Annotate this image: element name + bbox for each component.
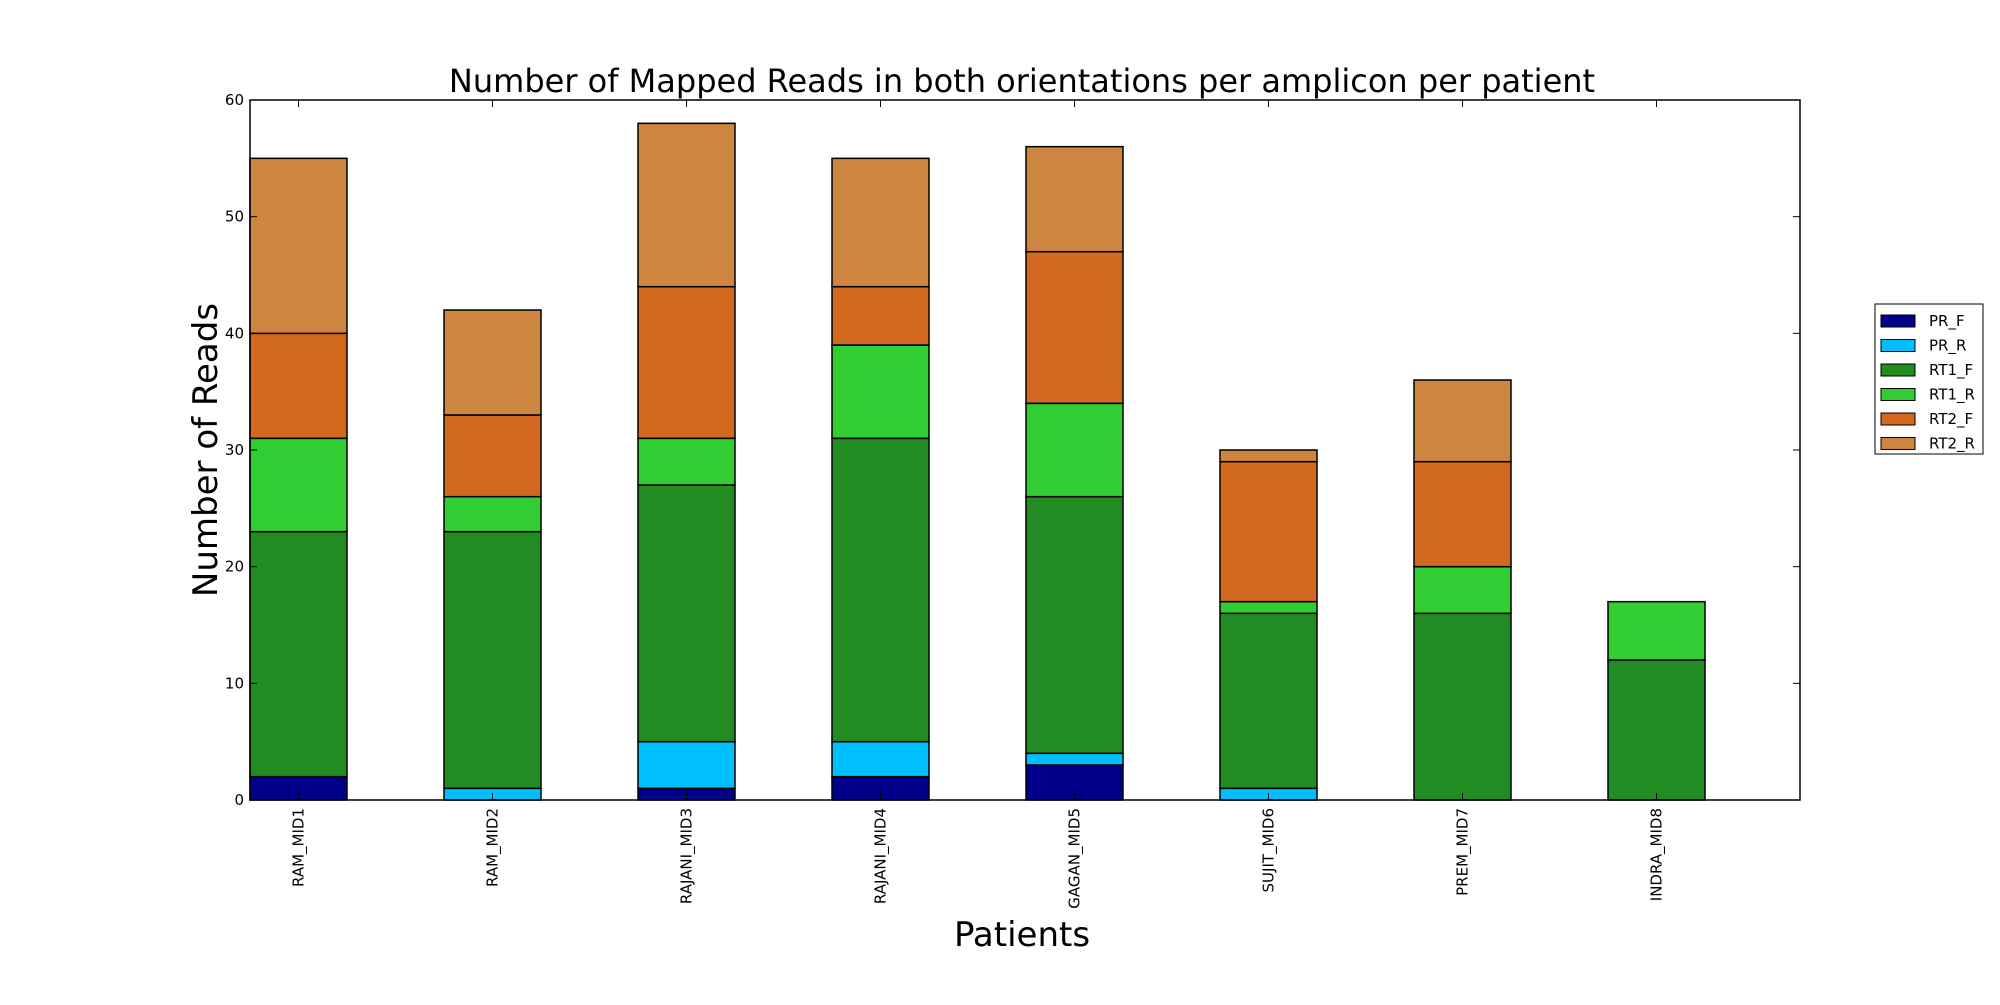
legend-swatch-rt1_f — [1880, 363, 1916, 377]
bar-rt2_r-ram_mid2 — [443, 309, 542, 416]
x-axis-title: Patients — [954, 915, 1090, 955]
legend-label-rt1_f: RT1_F — [1929, 361, 1973, 380]
bar-rt2_r-ram_mid1 — [249, 157, 348, 335]
bar-rt1_r-indra_mid8 — [1607, 600, 1706, 661]
x-tick-label: PREM_MID7 — [1454, 808, 1473, 896]
bar-pr_r-gagan_mid5 — [1025, 752, 1124, 766]
bar-rt1_r-gagan_mid5 — [1025, 402, 1124, 498]
bar-rt2_f-ram_mid2 — [443, 414, 542, 498]
bar-rt2_f-sujit_mid6 — [1219, 460, 1318, 603]
x-tick-label: INDRA_MID8 — [1648, 808, 1667, 901]
bar-rt1_r-ram_mid1 — [249, 437, 348, 533]
bar-rt2_f-prem_mid7 — [1413, 460, 1512, 568]
bar-rt2_f-rajani_mid4 — [831, 285, 930, 346]
x-tick-label: RAJANI_MID3 — [678, 808, 697, 904]
y-axis: 0 10 20 30 40 50 60 — [225, 91, 1800, 809]
legend-frame — [1874, 303, 1984, 455]
bar-rt1_f-sujit_mid6 — [1219, 612, 1318, 790]
y-tick-label: 50 — [225, 208, 244, 226]
bar-rt1_f-rajani_mid4 — [831, 437, 930, 743]
x-axis: RAM_MID1 RAM_MID2 RAJANI_MID3 RAJANI_MID4 GA… — [290, 100, 1667, 909]
legend-label-rt2_r: RT2_R — [1929, 435, 1975, 454]
legend-label-pr_f: PR_F — [1929, 312, 1965, 331]
x-tick-label: RAM_MID1 — [290, 808, 309, 887]
bar-pr_r-rajani_mid4 — [831, 740, 930, 778]
y-tick-label: 0 — [234, 791, 244, 809]
y-tick-label: 40 — [225, 324, 244, 342]
bar-rt2_r-gagan_mid5 — [1025, 145, 1124, 253]
y-tick-label: 10 — [225, 674, 244, 692]
legend-label-rt2_f: RT2_F — [1929, 410, 1973, 429]
bar-rt2_r-sujit_mid6 — [1219, 449, 1318, 463]
bar-rt1_f-prem_mid7 — [1413, 612, 1512, 801]
bar-rt2_f-gagan_mid5 — [1025, 250, 1124, 405]
bar-rt1_r-rajani_mid4 — [831, 344, 930, 440]
bar-rt2_f-rajani_mid3 — [637, 285, 736, 440]
legend-swatch-rt2_r — [1880, 437, 1916, 450]
bar-rt1_r-rajani_mid3 — [637, 437, 736, 486]
legend-swatch-rt1_r — [1880, 388, 1916, 401]
legend-swatch-pr_f — [1880, 314, 1916, 328]
y-tick-label: 60 — [225, 91, 244, 109]
bar-rt1_f-rajani_mid3 — [637, 484, 736, 743]
legend-swatch-pr_r — [1880, 339, 1916, 352]
bar-rt2_r-prem_mid7 — [1413, 379, 1512, 463]
bars-group — [249, 122, 1706, 801]
y-axis-title: Number of Reads — [186, 303, 226, 597]
legend-swatch-rt2_f — [1880, 412, 1916, 426]
bar-rt1_r-prem_mid7 — [1413, 565, 1512, 615]
x-tick-label: RAJANI_MID4 — [872, 808, 891, 904]
bar-rt1_f-ram_mid1 — [249, 530, 348, 778]
y-tick-label: 20 — [225, 558, 244, 576]
y-tick-label: 30 — [225, 441, 244, 459]
bar-rt1_f-indra_mid8 — [1607, 659, 1706, 801]
bar-rt2_r-rajani_mid3 — [637, 122, 736, 288]
x-tick-label: RAM_MID2 — [484, 808, 503, 887]
legend-label-pr_r: PR_R — [1929, 337, 1966, 356]
bar-pr_r-rajani_mid3 — [637, 740, 736, 790]
bar-rt1_f-gagan_mid5 — [1025, 495, 1124, 755]
bar-rt1_r-sujit_mid6 — [1219, 600, 1318, 615]
bar-rt2_f-ram_mid1 — [249, 332, 348, 440]
bar-rt2_r-rajani_mid4 — [831, 157, 930, 288]
bar-rt1_r-ram_mid2 — [443, 495, 542, 533]
bar-rt1_f-ram_mid2 — [443, 530, 542, 790]
legend: PR_F PR_R RT1_F RT1_R RT2_F RT2_R — [1874, 303, 1984, 455]
x-tick-label: GAGAN_MID5 — [1066, 808, 1085, 909]
chart-title: Number of Mapped Reads in both orientati… — [449, 62, 1595, 100]
legend-label-rt1_r: RT1_R — [1929, 386, 1975, 405]
x-tick-label: SUJIT_MID6 — [1260, 808, 1279, 892]
